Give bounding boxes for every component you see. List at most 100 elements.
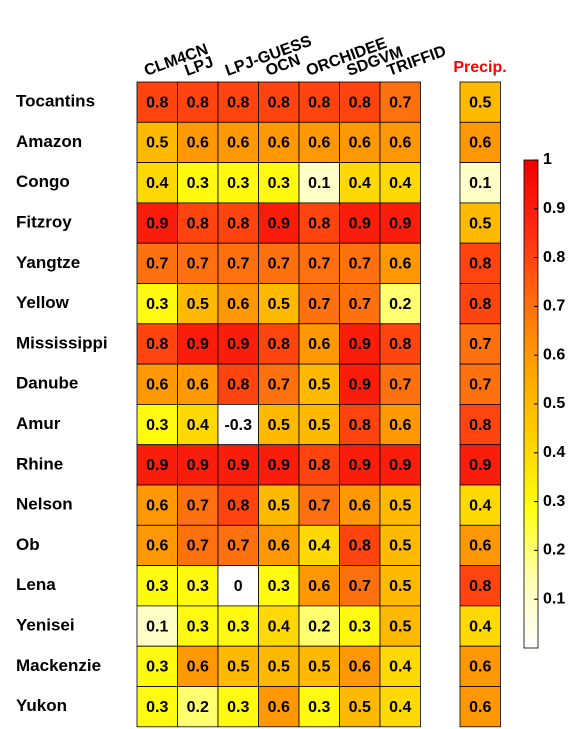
cell-label: 0.6 <box>469 538 491 555</box>
cell-label: 0.9 <box>227 336 249 353</box>
heatmap-cell <box>217 524 259 566</box>
cell-label: 0.5 <box>268 296 290 313</box>
precip-cell <box>459 283 501 325</box>
heatmap-cell <box>136 645 178 687</box>
heatmap-cell <box>298 202 340 244</box>
heatmap-cell <box>177 444 219 486</box>
cell-label: 0.5 <box>389 618 411 635</box>
heatmap-cell <box>379 524 421 566</box>
cell-label: 0.3 <box>146 417 168 434</box>
row-label: Fitzroy <box>16 213 72 232</box>
heatmap-cell <box>339 202 381 244</box>
cell-label: 0.8 <box>146 94 168 111</box>
cell-label: 0.8 <box>227 497 249 514</box>
cell-label: 0.6 <box>146 538 168 555</box>
cell-label: 0.9 <box>389 215 411 232</box>
cell-label: 0.7 <box>349 256 371 273</box>
cell-label: 0.4 <box>389 659 411 676</box>
precip-cell <box>459 444 501 486</box>
heatmap-cell <box>298 81 340 123</box>
row-label: Amazon <box>16 132 82 151</box>
cell-label: 0.8 <box>469 296 491 313</box>
cell-label: 0.8 <box>349 417 371 434</box>
colorbar-tick-label: 0.5 <box>543 395 565 412</box>
heatmap-cell <box>379 363 421 405</box>
cell-label: 0.6 <box>349 497 371 514</box>
cell-label: 0.3 <box>268 175 290 192</box>
cell-label: 0.4 <box>389 175 411 192</box>
cell-label: 0.1 <box>146 618 168 635</box>
cell-label: 0.1 <box>308 175 330 192</box>
cell-label: 0.7 <box>308 296 330 313</box>
cell-label: 0.9 <box>227 457 249 474</box>
cell-label: 0.6 <box>227 135 249 152</box>
row-label: Lena <box>16 575 56 594</box>
colorbar-tick-label: 1 <box>543 151 552 168</box>
heatmap-cell <box>339 565 381 607</box>
row-label: Rhine <box>16 454 63 473</box>
precip-cell <box>459 686 501 728</box>
precip-cell <box>459 121 501 164</box>
heatmap-cell <box>379 121 421 164</box>
row-label: Ob <box>16 535 40 554</box>
cell-label: 0.6 <box>308 336 330 353</box>
colorbar-tick-label: 0.7 <box>543 298 565 315</box>
heatmap-cell <box>258 323 300 365</box>
cell-label: 0.2 <box>308 618 330 635</box>
cell-label: 0.6 <box>389 256 411 273</box>
heatmap-cell <box>217 81 259 123</box>
cell-label: 0.4 <box>187 417 209 434</box>
row-label: Yenisei <box>16 616 75 635</box>
cell-label: 0.9 <box>349 376 371 393</box>
cell-label: 0.3 <box>349 618 371 635</box>
heatmap-cell <box>298 121 340 164</box>
cell-label: 0.4 <box>389 699 411 716</box>
cell-label: 0.2 <box>389 296 411 313</box>
cell-label: 0.7 <box>308 497 330 514</box>
row-label: Danube <box>16 374 78 393</box>
heatmap-cell <box>217 484 259 526</box>
row-label: Nelson <box>16 495 73 514</box>
cell-label: 0.4 <box>349 175 371 192</box>
heatmap-cell <box>379 605 421 647</box>
cell-label: 0.3 <box>146 659 168 676</box>
cell-label: 0.1 <box>469 175 491 192</box>
cell-label: 0.8 <box>227 215 249 232</box>
cell-label: 0.5 <box>308 376 330 393</box>
heatmap-cell <box>298 444 340 486</box>
heatmap-cell <box>177 323 219 365</box>
cell-label: 0.8 <box>469 256 491 273</box>
colorbar-tick-label: 0.9 <box>543 200 565 217</box>
cell-label: 0.7 <box>268 376 290 393</box>
heatmap-cell <box>217 645 259 687</box>
cell-label: 0.6 <box>268 699 290 716</box>
row-label: Amur <box>16 414 61 433</box>
cell-label: 0.3 <box>187 578 209 595</box>
cell-label: 0.3 <box>227 618 249 635</box>
cell-label: 0.7 <box>469 376 491 393</box>
cell-label: 0.7 <box>227 256 249 273</box>
heatmap-cell <box>177 686 219 728</box>
cell-label: 0.6 <box>187 659 209 676</box>
colorbar-tick-label: 0.6 <box>543 346 565 363</box>
heatmap-cell <box>136 524 178 566</box>
cell-label: 0.6 <box>268 135 290 152</box>
cell-label: 0.3 <box>146 296 168 313</box>
cell-label: 0.9 <box>187 457 209 474</box>
cell-label: 0.8 <box>308 94 330 111</box>
cell-label: 0.8 <box>469 417 491 434</box>
heatmap-cell <box>379 202 421 244</box>
row-label: Mississippi <box>16 333 108 352</box>
precip-cell <box>459 162 501 204</box>
cell-label: 0.9 <box>187 336 209 353</box>
cell-label: 0.7 <box>227 538 249 555</box>
cell-label: 0.6 <box>308 135 330 152</box>
heatmap-cell <box>258 242 300 284</box>
cell-label: 0.3 <box>308 699 330 716</box>
heatmap-cell <box>217 605 259 647</box>
heatmap-cell <box>339 605 381 647</box>
heatmap-cell <box>217 686 259 728</box>
heatmap-cell <box>379 444 421 486</box>
cell-label: 0.6 <box>389 135 411 152</box>
